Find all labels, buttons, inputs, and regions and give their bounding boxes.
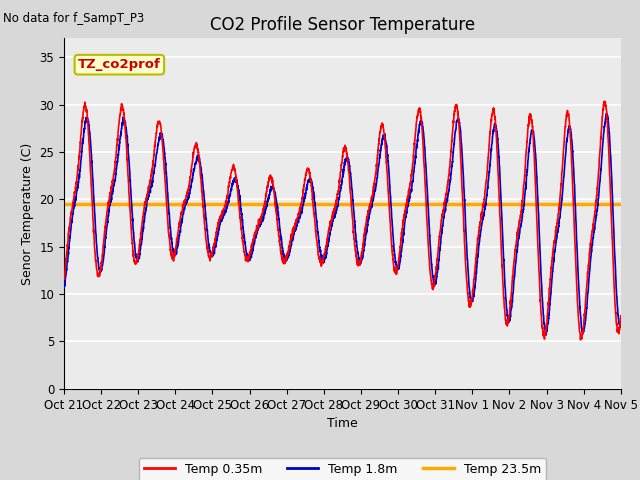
X-axis label: Time: Time — [327, 417, 358, 430]
Text: No data for f_SampT_P3: No data for f_SampT_P3 — [3, 12, 145, 25]
Legend: Temp 0.35m, Temp 1.8m, Temp 23.5m: Temp 0.35m, Temp 1.8m, Temp 23.5m — [138, 457, 547, 480]
Title: CO2 Profile Sensor Temperature: CO2 Profile Sensor Temperature — [210, 16, 475, 34]
Text: TZ_co2prof: TZ_co2prof — [78, 58, 161, 71]
Y-axis label: Senor Temperature (C): Senor Temperature (C) — [21, 143, 34, 285]
